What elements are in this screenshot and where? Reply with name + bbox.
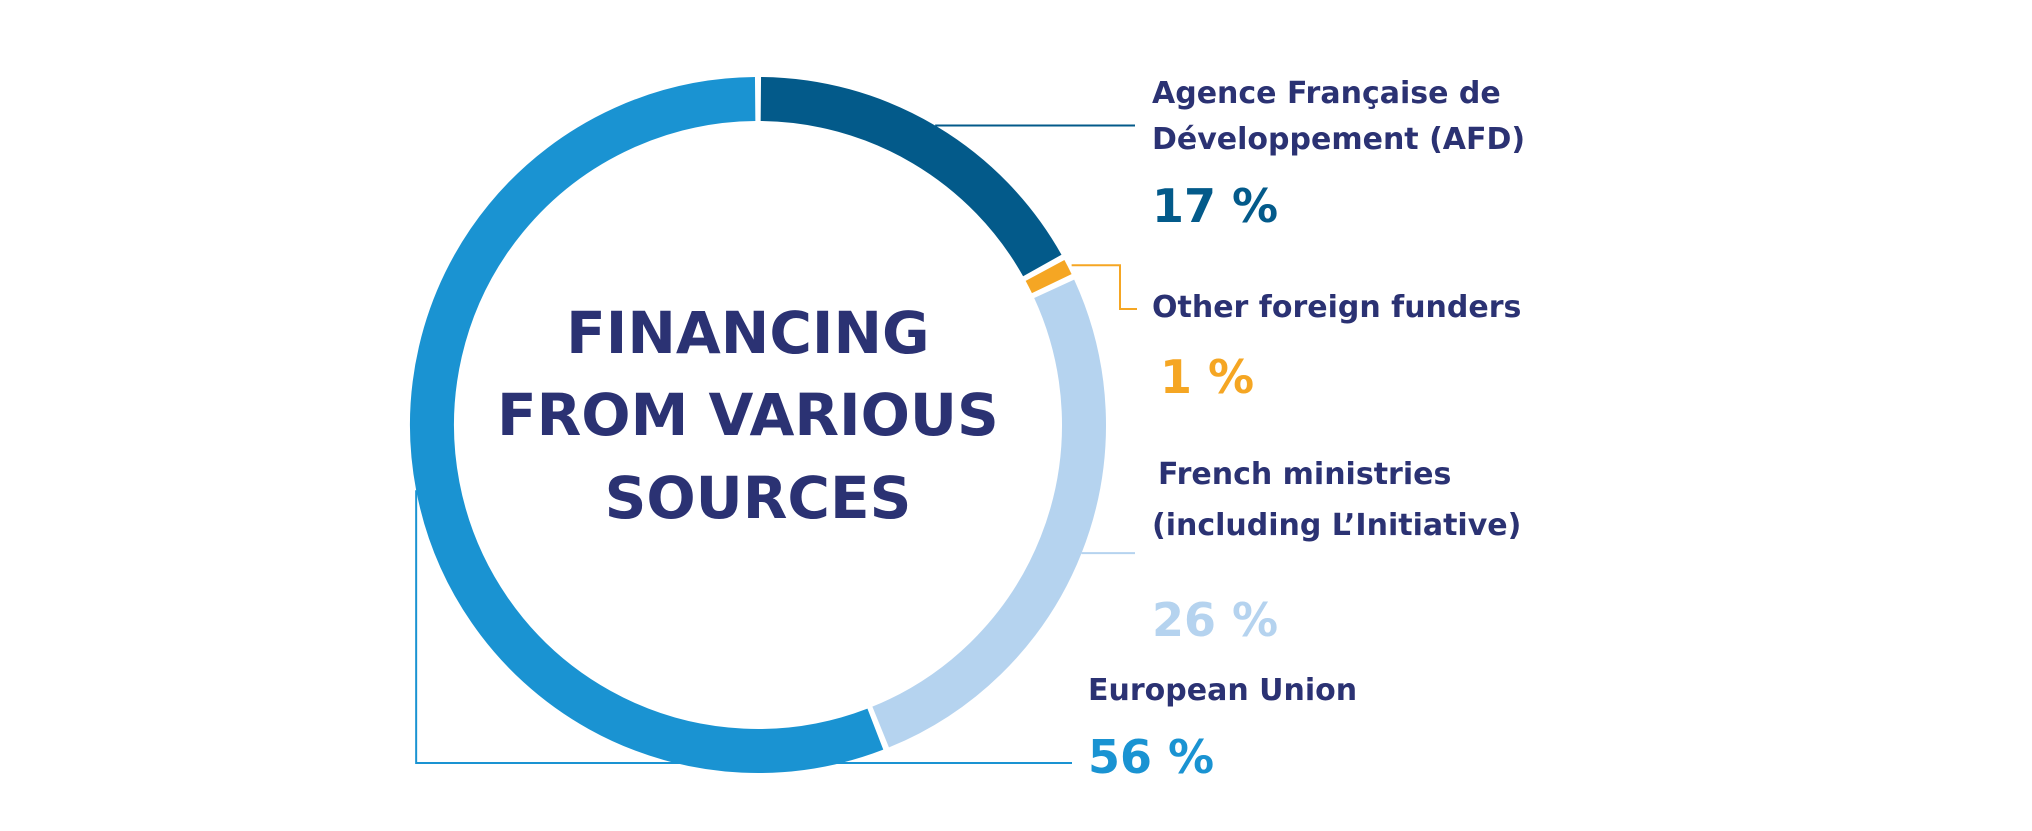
- leader-line-european-union: [415, 490, 1072, 764]
- value-label-afd: 17 %: [1152, 179, 1278, 233]
- leader-lines: [415, 124, 1137, 764]
- value-label-european-union: 56 %: [1088, 730, 1214, 784]
- donut-segment-european-union: [410, 77, 884, 773]
- chart-title-line-3: SOURCES: [605, 464, 912, 532]
- donut-segment-other-foreign: [1025, 260, 1072, 294]
- legend-label-afd-line-2: Développement (AFD): [1152, 122, 1525, 157]
- chart-title-line-1: FINANCING: [566, 299, 929, 367]
- donut-segment-afd: [760, 77, 1062, 277]
- legend-label-european-union-line-1: European Union: [1088, 673, 1357, 708]
- donut-segments: [410, 77, 1106, 773]
- legend-label-other-foreign: Other foreign funders: [1152, 290, 1521, 325]
- donut-segment-french-ministries: [872, 279, 1106, 748]
- legend-label-french-ministries: French ministries (including L’Initiativ…: [1152, 457, 1521, 543]
- chart-title: FINANCING FROM VARIOUS SOURCES: [497, 299, 1019, 532]
- legend-label-french-ministries-line-2: (including L’Initiative): [1152, 508, 1521, 543]
- legend-label-european-union: European Union: [1088, 673, 1357, 708]
- chart-title-line-2: FROM VARIOUS: [497, 381, 999, 449]
- legend-label-afd-line-1: Agence Française de: [1152, 76, 1501, 111]
- legend-label-other-foreign-line-1: Other foreign funders: [1152, 290, 1521, 325]
- legend-label-afd: Agence Française de Développement (AFD): [1152, 76, 1525, 157]
- value-label-other-foreign: 1 %: [1160, 350, 1254, 404]
- value-label-french-ministries: 26 %: [1152, 593, 1278, 647]
- legend-label-french-ministries-line-1: French ministries: [1158, 457, 1451, 492]
- leader-line-other-foreign: [1071, 264, 1137, 310]
